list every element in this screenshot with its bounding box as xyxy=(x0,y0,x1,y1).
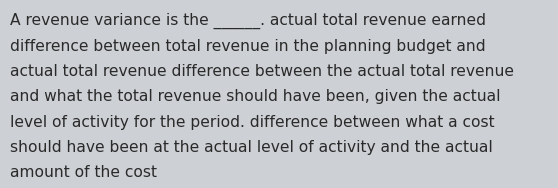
Text: level of activity for the period. difference between what a cost: level of activity for the period. differ… xyxy=(10,115,495,130)
Text: should have been at the actual level of activity and the actual: should have been at the actual level of … xyxy=(10,140,493,155)
Text: amount of the cost: amount of the cost xyxy=(10,165,157,180)
Text: and what the total revenue should have been, given the actual: and what the total revenue should have b… xyxy=(10,89,501,104)
Text: actual total revenue difference between the actual total revenue: actual total revenue difference between … xyxy=(10,64,514,79)
Text: A revenue variance is the ______. actual total revenue earned: A revenue variance is the ______. actual… xyxy=(10,13,486,29)
Text: difference between total revenue in the planning budget and: difference between total revenue in the … xyxy=(10,39,485,54)
